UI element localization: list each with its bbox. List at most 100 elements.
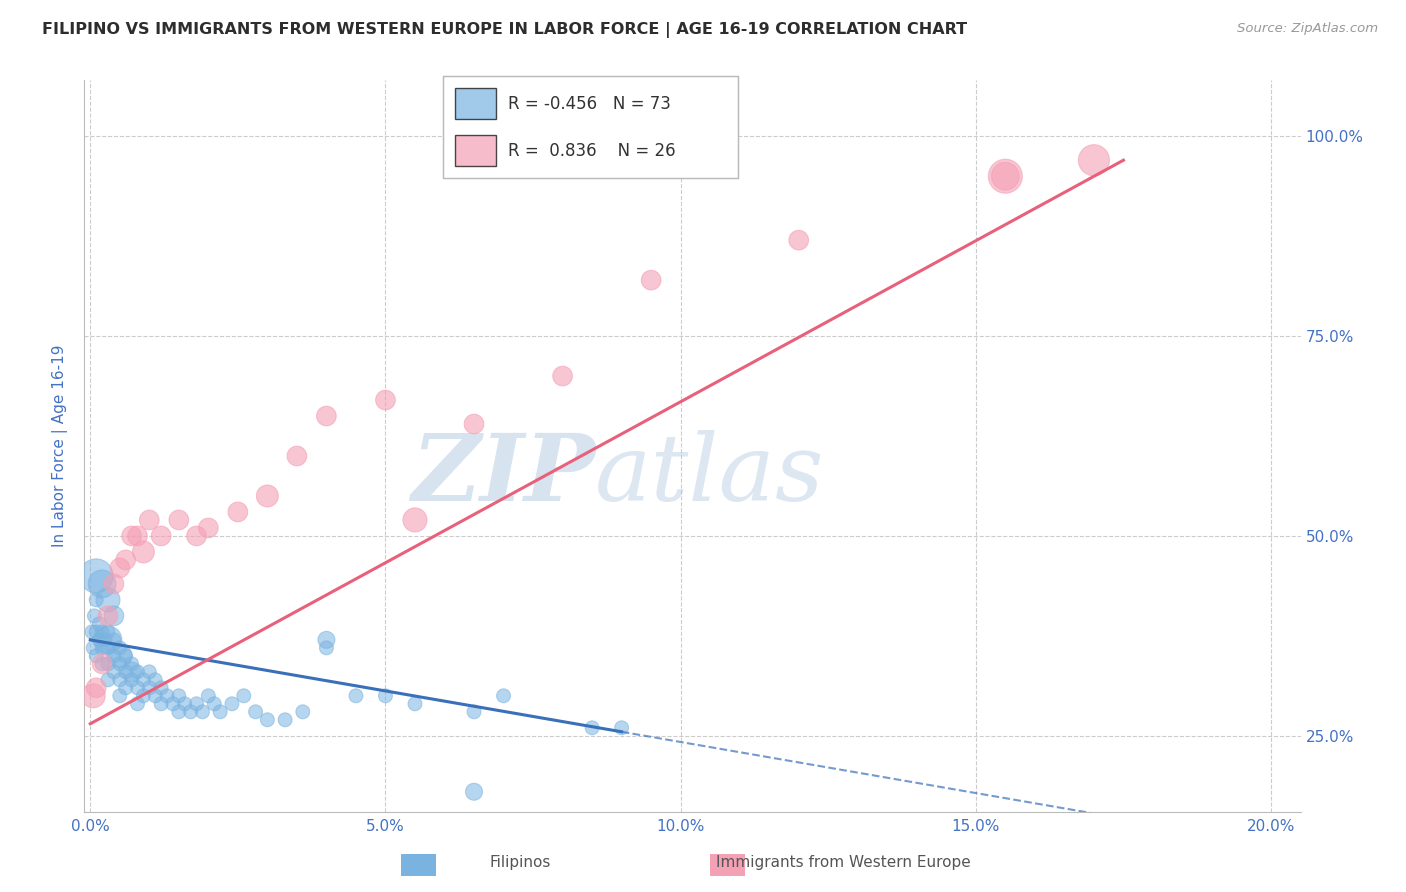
Point — [994, 169, 1017, 184]
Point — [463, 417, 485, 431]
Point — [114, 681, 136, 695]
Point — [127, 697, 149, 711]
Point — [274, 713, 297, 727]
Point — [492, 689, 515, 703]
Text: Immigrants from Western Europe: Immigrants from Western Europe — [716, 855, 972, 870]
Point — [245, 705, 267, 719]
Point — [186, 529, 208, 543]
Point — [87, 632, 110, 647]
Point — [285, 449, 308, 463]
Point — [132, 689, 155, 703]
Point — [82, 640, 104, 655]
Point — [91, 657, 114, 671]
Point — [143, 673, 166, 687]
Point — [83, 608, 105, 623]
Point — [97, 632, 120, 647]
Text: atlas: atlas — [595, 430, 825, 520]
Point — [209, 705, 232, 719]
Point — [162, 697, 184, 711]
Point — [103, 608, 125, 623]
Point — [374, 392, 396, 407]
Point — [640, 273, 662, 287]
Point — [463, 785, 485, 799]
Point — [315, 632, 337, 647]
Point — [167, 513, 190, 527]
Point — [138, 513, 160, 527]
Point — [221, 697, 243, 711]
Point — [291, 705, 314, 719]
Point — [82, 689, 104, 703]
Point — [94, 632, 117, 647]
Point — [202, 697, 225, 711]
Point — [84, 648, 107, 663]
Point — [97, 624, 120, 639]
Point — [167, 705, 190, 719]
Point — [121, 673, 143, 687]
Point — [256, 489, 278, 503]
Point — [97, 640, 120, 655]
Point — [121, 665, 143, 679]
Point — [127, 665, 149, 679]
Point — [103, 577, 125, 591]
Point — [167, 689, 190, 703]
Point — [463, 705, 485, 719]
Point — [994, 169, 1017, 184]
Point — [108, 640, 131, 655]
Text: R = -0.456   N = 73: R = -0.456 N = 73 — [508, 95, 671, 112]
Point — [84, 681, 107, 695]
Point — [581, 721, 603, 735]
Point — [84, 593, 107, 607]
Point — [232, 689, 254, 703]
Point — [103, 648, 125, 663]
Point — [173, 697, 195, 711]
Point — [121, 529, 143, 543]
Point — [132, 673, 155, 687]
Point — [97, 673, 120, 687]
Point — [132, 545, 155, 559]
Point — [91, 640, 114, 655]
Point — [315, 640, 337, 655]
Point — [84, 624, 107, 639]
Point — [374, 689, 396, 703]
Point — [143, 689, 166, 703]
FancyBboxPatch shape — [454, 88, 496, 119]
Point — [84, 569, 107, 583]
Point — [127, 681, 149, 695]
Point — [103, 665, 125, 679]
Point — [186, 697, 208, 711]
Text: Source: ZipAtlas.com: Source: ZipAtlas.com — [1237, 22, 1378, 36]
Point — [97, 593, 120, 607]
Point — [315, 409, 337, 423]
Point — [127, 529, 149, 543]
Point — [138, 681, 160, 695]
Point — [191, 705, 214, 719]
Point — [344, 689, 367, 703]
Point — [91, 657, 114, 671]
Point — [108, 657, 131, 671]
Point — [256, 713, 278, 727]
Point — [91, 624, 114, 639]
Point — [97, 608, 120, 623]
Point — [97, 657, 120, 671]
Point — [87, 616, 110, 631]
Text: R =  0.836    N = 26: R = 0.836 N = 26 — [508, 142, 675, 160]
Point — [1083, 153, 1105, 168]
Point — [150, 697, 173, 711]
Point — [108, 689, 131, 703]
Point — [121, 657, 143, 671]
Point — [197, 689, 219, 703]
Point — [551, 369, 574, 384]
Point — [91, 577, 114, 591]
Point — [197, 521, 219, 535]
Point — [80, 624, 103, 639]
Point — [114, 665, 136, 679]
Point — [226, 505, 249, 519]
Y-axis label: In Labor Force | Age 16-19: In Labor Force | Age 16-19 — [52, 344, 69, 548]
Point — [103, 632, 125, 647]
Point — [114, 648, 136, 663]
Text: FILIPINO VS IMMIGRANTS FROM WESTERN EUROPE IN LABOR FORCE | AGE 16-19 CORRELATIO: FILIPINO VS IMMIGRANTS FROM WESTERN EURO… — [42, 22, 967, 38]
Point — [610, 721, 633, 735]
Point — [404, 513, 426, 527]
Point — [138, 665, 160, 679]
Point — [156, 689, 179, 703]
